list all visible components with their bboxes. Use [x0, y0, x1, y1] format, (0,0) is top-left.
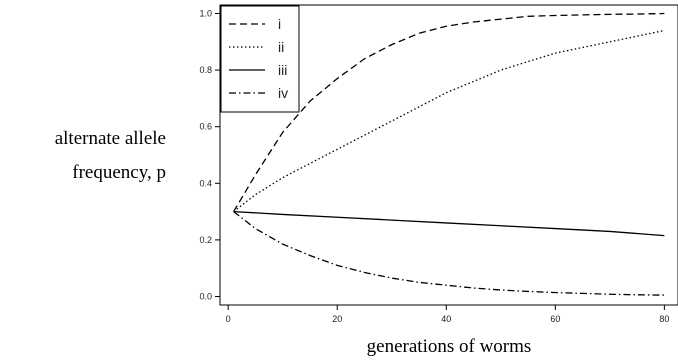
y-tick-label: 0.8 — [199, 65, 212, 75]
y-tick-label: 0.0 — [199, 292, 212, 302]
x-tick-label: 80 — [659, 314, 669, 324]
legend-label-i: i — [278, 16, 281, 32]
legend-label-iv: iv — [278, 85, 288, 101]
x-axis-ticks: 0 20 40 60 80 — [226, 305, 669, 324]
y-tick-label: 1.0 — [199, 8, 212, 18]
x-tick-label: 40 — [441, 314, 451, 324]
series-line-ii — [233, 29, 665, 213]
series-lines — [233, 12, 665, 296]
x-tick-label: 60 — [550, 314, 560, 324]
y-axis-label-line-2: frequency, p — [72, 162, 166, 183]
series-line-i — [233, 12, 665, 212]
x-axis-label: generations of worms — [367, 336, 532, 357]
series-line-iv — [233, 211, 665, 296]
y-axis-ticks: 0.0 0.2 0.4 0.6 0.8 1.0 — [199, 8, 220, 302]
y-tick-label: 0.6 — [199, 122, 212, 132]
x-tick-label: 20 — [332, 314, 342, 324]
plot-frame — [219, 4, 678, 306]
y-tick-label: 0.4 — [199, 178, 212, 188]
series-line-iii — [233, 210, 665, 237]
legend-label-ii: ii — [278, 39, 284, 55]
y-axis-label-line-1: alternate allele — [55, 128, 166, 149]
x-tick-label: 0 — [226, 314, 231, 324]
y-tick-label: 0.2 — [199, 235, 212, 245]
legend-label-iii: iii — [278, 62, 287, 78]
